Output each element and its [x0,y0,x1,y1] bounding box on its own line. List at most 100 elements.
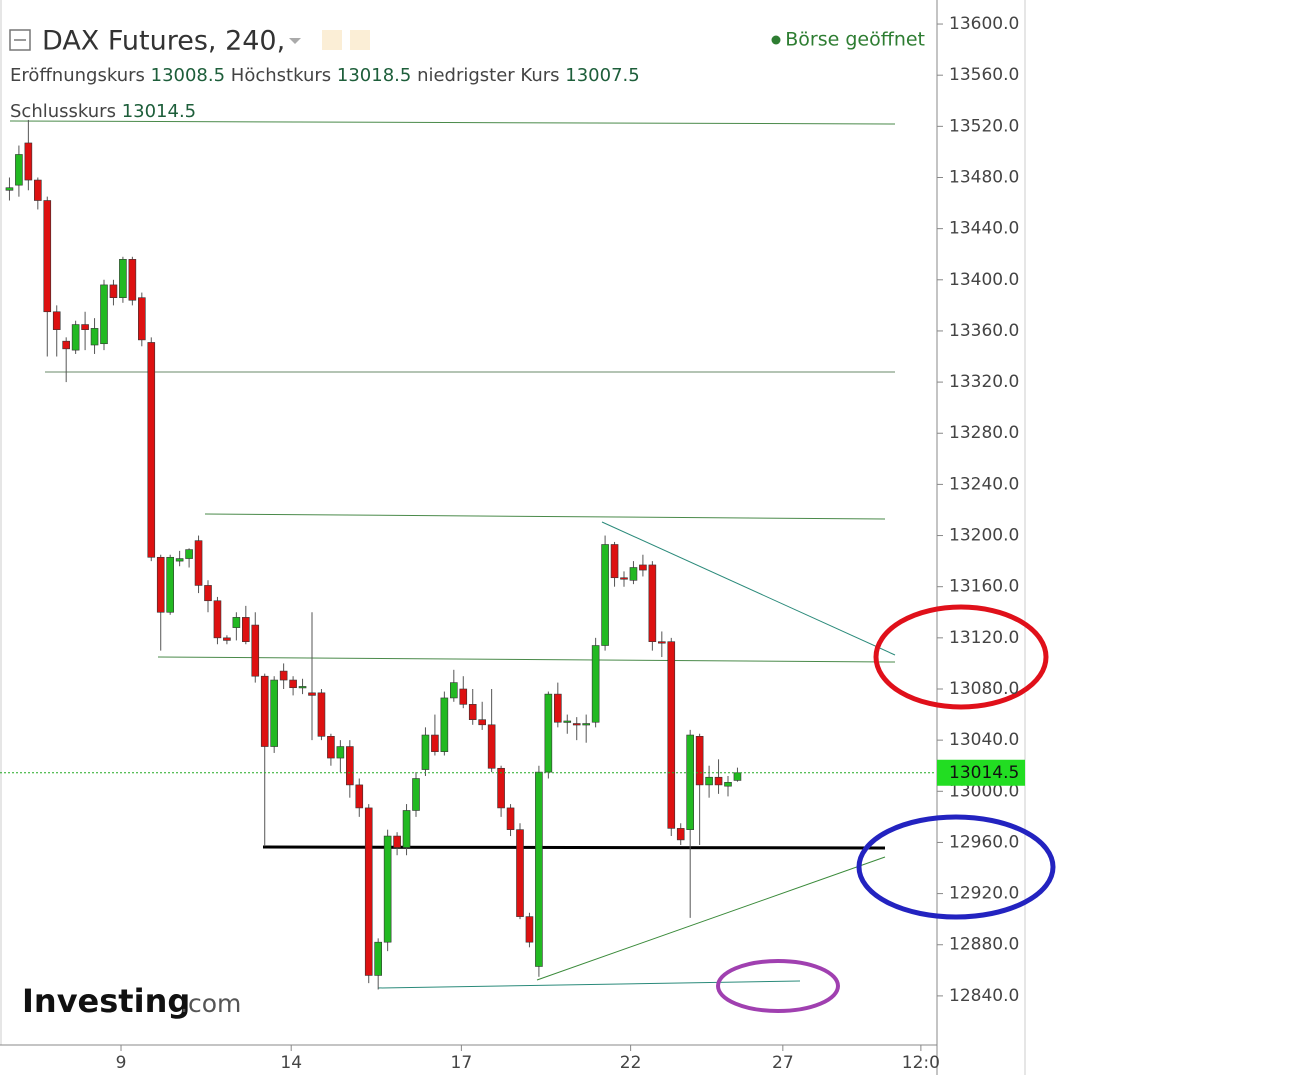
highlight-ellipse [873,604,1049,710]
value: 13014.5 [121,101,197,122]
candle-body [676,828,685,841]
candle-body [100,284,108,345]
label: Schlusskurs [10,101,116,122]
y-tick-label: 13400.0 [949,270,1019,290]
candle-body [34,179,42,201]
logo: Investing .com [22,982,241,1020]
y-tick-label: 13000.0 [949,781,1019,801]
candle-body [724,782,732,787]
candle-body [289,679,297,689]
candle-body [128,259,137,301]
y-tick-label: 12880.0 [949,935,1019,955]
candle-body [43,200,52,313]
candle-body [563,720,572,723]
ohlc-line: Eröffnungskurs 13008.5 Höchstkurs 13018.… [10,65,640,86]
y-tick-label: 13360.0 [949,321,1019,341]
candle-body [383,835,392,943]
value: 13008.5 [150,65,226,86]
collapse-icon[interactable] [9,29,31,51]
candle-body [393,835,401,848]
candle-body [24,142,33,181]
x-tick-label: 12:0 [902,1053,940,1073]
candle-body [175,558,184,562]
y-tick-label: 13320.0 [949,372,1019,392]
candle-body [109,284,118,298]
candle-body [431,734,439,752]
candle-body [695,736,704,786]
candle-body [251,624,260,677]
drawings [9,120,896,989]
y-tick-label: 13280.0 [949,423,1019,443]
candle-body [364,807,373,976]
brand-suffix: .com [180,989,241,1018]
candle-body [601,544,609,646]
candle-body [279,670,288,681]
candle-body [686,734,694,830]
candle-body [62,340,70,350]
candle-body [658,641,666,644]
candle-body [402,810,411,848]
y-tick-label: 13080.0 [949,679,1019,699]
market-status: Börse geöffnet [785,29,925,51]
status-dot [771,35,781,45]
y-tick-label: 12840.0 [949,986,1019,1006]
y-tick-label: 13560.0 [949,65,1019,85]
candle-body [440,697,449,752]
candle-body [346,746,354,786]
candle-body [374,941,382,976]
candle-body [544,693,553,773]
trend-line [204,513,886,520]
candle-body [450,682,458,699]
candle-body [223,637,231,641]
candle-body [242,617,250,642]
candle-body [119,259,127,298]
candle-body [459,688,468,705]
trend-line [601,521,896,656]
x-tick-label: 27 [772,1053,794,1073]
value: 13018.5 [336,65,412,86]
candle-body [355,784,364,809]
candle-body [166,556,174,613]
candle-body [497,767,505,809]
candle-body [147,342,156,558]
x-tick-label: 22 [620,1053,642,1073]
candle-body [270,679,278,747]
candle-body [185,549,193,559]
candle-body [705,776,713,786]
candle-body [5,187,14,191]
candle-body [554,693,562,723]
toolbar-icon[interactable] [322,30,342,50]
trend-line [536,856,886,981]
last-price-box [937,759,1025,786]
y-tick-label: 13480.0 [949,167,1019,187]
candle-body [478,719,486,726]
candle-body [232,617,241,628]
candle-body [156,556,165,613]
candle-body [468,704,477,720]
candle-body [260,675,269,747]
dropdown-arrow[interactable] [289,38,301,44]
candle-body [535,771,543,967]
y-tick-label: 13160.0 [949,577,1019,597]
candle-body [487,724,496,769]
candle-body [52,311,61,330]
candle-body [639,564,647,571]
y-tick-label: 12920.0 [949,884,1019,904]
toolbar-icon[interactable] [350,30,370,50]
label: niedrigster Kurs [417,65,560,86]
candle-body [327,736,335,759]
candle-body [506,807,515,830]
candle-body [138,297,146,341]
close-line: Schlusskurs 13014.5 [10,101,196,122]
x-tick-label: 17 [451,1053,473,1073]
y-tick-label: 13120.0 [949,628,1019,648]
y-tick-label: 13240.0 [949,474,1019,494]
label: Eröffnungskurs [10,65,145,86]
support-line [262,845,886,850]
candle-body [90,328,99,346]
x-tick-label: 14 [280,1053,302,1073]
candle-body [591,645,600,723]
chart-title: DAX Futures, 240, [42,26,285,57]
